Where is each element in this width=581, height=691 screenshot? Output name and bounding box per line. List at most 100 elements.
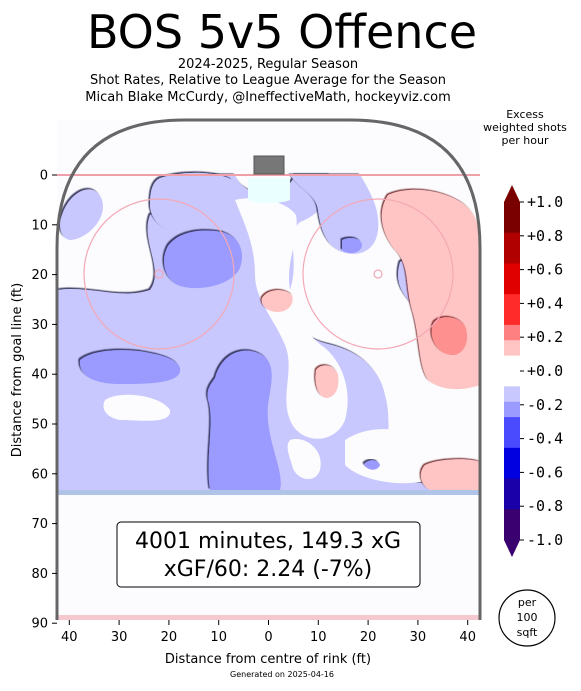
y-tick-label: 20: [31, 268, 48, 283]
heatmap-regions: [57, 172, 480, 490]
goal-net: [253, 155, 285, 175]
faceoff-circle-right: [302, 198, 454, 350]
y-axis-label: Distance from goal line (ft): [10, 283, 25, 457]
colorbar-band: [504, 432, 520, 449]
summary-box: [116, 521, 421, 588]
y-tick-label: 0: [40, 169, 48, 184]
colorbar-band: [504, 417, 520, 433]
colorbar-band: [504, 524, 520, 541]
y-tick-label: 40: [31, 368, 48, 383]
x-tick-label: 10: [310, 630, 327, 645]
badge-line: sqft: [517, 626, 538, 639]
colorbar-title: Excess weighted shots per hour: [480, 108, 570, 147]
colorbar-tick-label: +0.6: [527, 261, 563, 279]
x-axis-label: Distance from centre of rink (ft): [165, 652, 371, 667]
colorbar-band: [504, 294, 520, 311]
colorbar-tick-label: +0.0: [527, 362, 563, 380]
colorbar-band: [504, 324, 520, 341]
colorbar-tick-label: -0.2: [527, 396, 563, 414]
y-tick-label: 50: [31, 418, 48, 433]
region-blue-centre-point: [207, 350, 281, 490]
colorbar-tick-label: +0.2: [527, 328, 563, 346]
faceoff-dot-left: [154, 269, 164, 279]
x-tick-label: 10: [210, 630, 227, 645]
region-red-lower-right: [420, 459, 480, 490]
colorbar-tick-label: -1.0: [527, 531, 563, 549]
region-blue-right-upper-dark: [342, 238, 362, 254]
colorbar-extend-top: [504, 185, 520, 202]
colorbar-tick-label: +0.4: [527, 294, 563, 312]
colorbar-band: [504, 263, 520, 280]
blue-line: [57, 490, 480, 495]
y-axis: 0 10 20 30 40 50 60 70 80 90: [31, 169, 57, 632]
faceoff-circle-left: [83, 198, 235, 350]
faceoff-dot-right: [373, 269, 383, 279]
colorbar-band: [504, 355, 520, 372]
colorbar-tick-label: -0.4: [527, 430, 563, 448]
colorbar-band: [504, 217, 520, 234]
colorbar-title-line: per hour: [501, 134, 549, 147]
y-tick-label: 70: [31, 517, 48, 532]
colorbar-tick-label: +1.0: [527, 193, 563, 211]
generated-date: Generated on 2025-04-16: [230, 670, 334, 679]
region-red-high-spot: [315, 365, 339, 398]
colorbar-band: [504, 493, 520, 510]
x-axis: 40 30 20 10 0 10 20 30 40: [61, 620, 476, 645]
colorbar-band: [504, 202, 520, 218]
badge-line: per: [518, 596, 537, 609]
colorbar-band: [504, 309, 520, 326]
region-blue-right-small: [364, 460, 380, 470]
colorbar-band: [504, 463, 520, 480]
region-neutral-right-low: [345, 429, 447, 484]
colorbar-band: [504, 340, 520, 357]
colorbar-tick-label: -0.6: [527, 463, 563, 481]
colorbar-band: [504, 386, 520, 403]
region-blue-left-top: [60, 189, 103, 240]
colorbar-band: [504, 509, 520, 526]
colorbar-band: [504, 478, 520, 495]
summary-line-minutes: 4001 minutes, 149.3 xG: [135, 529, 401, 554]
rink-markings: [55, 118, 482, 620]
x-tick-label: 20: [161, 630, 178, 645]
colorbar-band: [504, 401, 520, 418]
region-blue-high-slot-left: [164, 230, 242, 289]
colorbar-band: [504, 371, 520, 387]
region-red-slot-spot: [261, 290, 293, 312]
x-tick-label: 20: [360, 630, 377, 645]
y-tick-label: 60: [31, 467, 48, 482]
region-red-boards-low: [431, 317, 468, 356]
x-tick-label: 30: [111, 630, 128, 645]
colorbar-extend-bottom: [504, 540, 520, 557]
region-neutral-behind-net: [248, 178, 290, 203]
chart-subtitle-author: Micah Blake McCurdy, @IneffectiveMath, h…: [85, 90, 451, 105]
colorbar-tick-label: -0.8: [527, 497, 563, 515]
y-tick-label: 30: [31, 318, 48, 333]
colorbar-tick-label: +0.8: [527, 227, 563, 245]
region-neutral-centre-low: [287, 439, 321, 480]
region-blue-right-upper: [290, 175, 379, 254]
y-tick-label: 90: [31, 617, 48, 632]
area-unit-badge: [498, 589, 556, 647]
colorbar-band: [504, 278, 520, 295]
y-tick-label: 80: [31, 567, 48, 582]
chart-subtitle-season: 2024-2025, Regular Season: [177, 57, 359, 72]
colorbar: +1.0 +0.8 +0.6 +0.4 +0.2 +0.0 -0.2 -0.4 -0.6 -0.8…: [504, 185, 563, 557]
colorbar-title-line: Excess: [506, 108, 544, 121]
colorbar-title-line: weighted shots: [483, 121, 567, 134]
summary-line-xgf: xGF/60: 2.24 (-7%): [164, 557, 373, 582]
region-blue-centre-top: [150, 172, 233, 233]
x-tick-label: 40: [459, 630, 476, 645]
rink-boards: [55, 118, 482, 620]
chart-title: BOS 5v5 Offence: [86, 5, 478, 59]
centre-line: [57, 615, 480, 620]
x-tick-label: 0: [264, 630, 272, 645]
colorbar-band: [504, 232, 520, 249]
colorbar-band: [504, 248, 520, 264]
x-tick-label: 40: [61, 630, 78, 645]
y-tick-label: 10: [31, 218, 48, 233]
colorbar-band: [504, 447, 520, 464]
region-blue-left-point: [79, 350, 181, 384]
badge-line: 100: [517, 611, 538, 624]
x-tick-label: 30: [410, 630, 427, 645]
